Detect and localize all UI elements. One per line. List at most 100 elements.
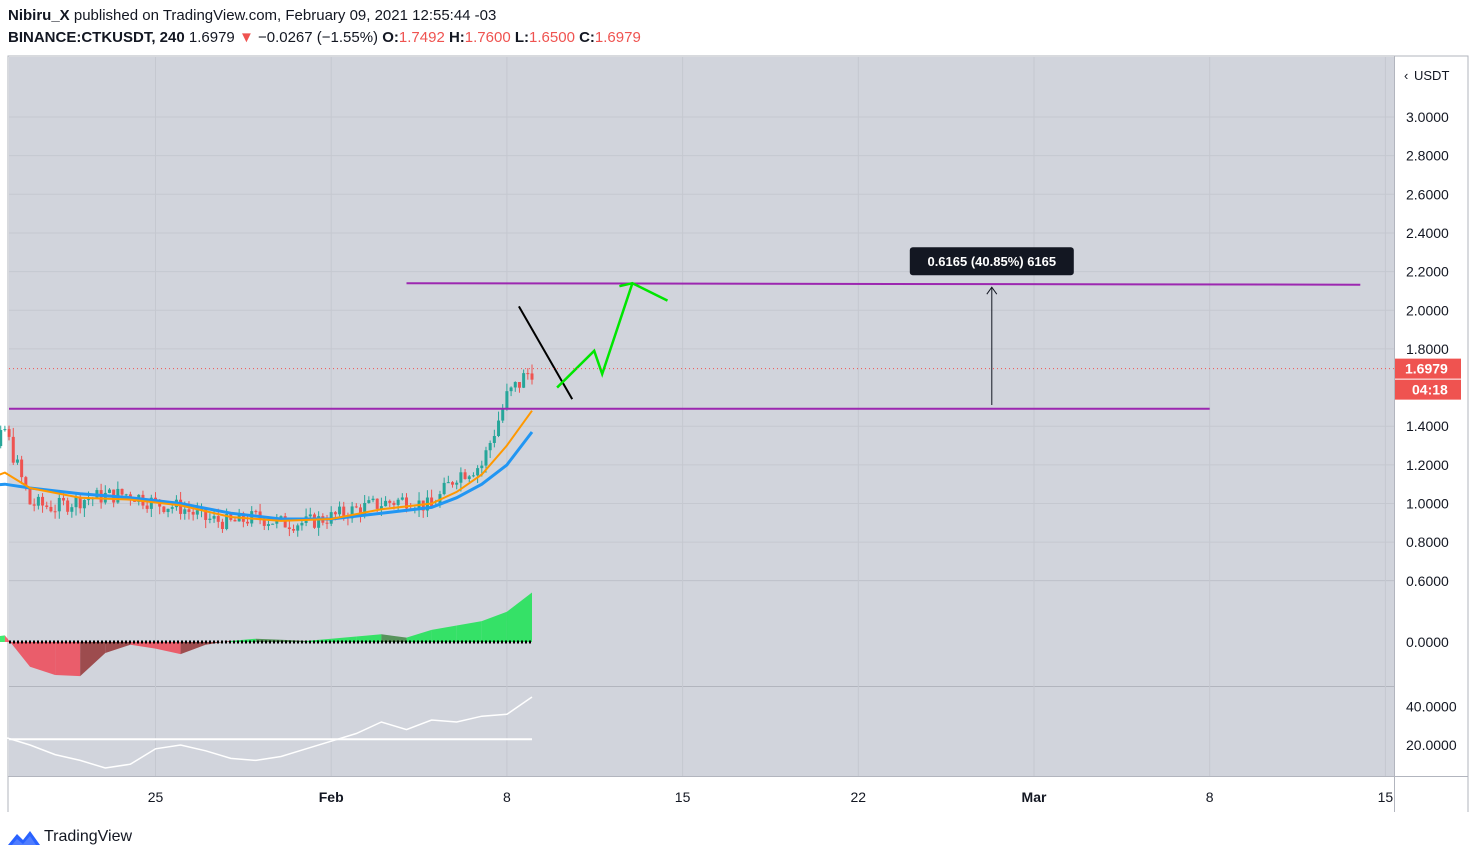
time-tick-label: 15 xyxy=(675,789,691,805)
candle-body xyxy=(191,511,195,515)
candle-body xyxy=(488,443,492,451)
candle-body xyxy=(400,497,404,500)
candle-body xyxy=(208,518,212,520)
candle-body xyxy=(183,509,187,514)
candle-body xyxy=(162,506,166,513)
osc1-area-segment xyxy=(155,642,181,655)
candle-body xyxy=(430,497,434,507)
candle-body xyxy=(396,499,400,505)
candle-body xyxy=(246,521,250,524)
candle-body xyxy=(15,459,19,463)
osc1-area-segment xyxy=(381,634,407,642)
price-tick-label: 1.2000 xyxy=(1406,457,1449,473)
osc1-area-segment xyxy=(456,621,482,642)
candle-body xyxy=(513,382,517,388)
candle-body xyxy=(45,505,49,507)
price-tick-label: 3.0000 xyxy=(1406,109,1449,125)
candle-body xyxy=(3,429,7,431)
high-label: H: xyxy=(448,29,465,46)
candle-body xyxy=(492,435,496,444)
candle-body xyxy=(179,499,183,514)
candle-body xyxy=(375,498,379,509)
change-value: −0.0267 (−1.55%) xyxy=(257,29,379,46)
time-tick-label: 8 xyxy=(503,789,511,805)
candle-body xyxy=(325,522,329,524)
osc1-area-segment xyxy=(481,611,507,642)
candle-body xyxy=(388,500,392,503)
candle-body xyxy=(266,524,270,526)
candle-body xyxy=(446,482,450,484)
candle-body xyxy=(24,477,28,489)
candle-body xyxy=(484,450,488,466)
candle-body xyxy=(82,500,86,509)
ema-slow-line xyxy=(0,431,534,521)
low-value: 1.6500 xyxy=(529,29,575,46)
high-value: 1.7600 xyxy=(464,29,511,46)
candle-body xyxy=(120,488,124,495)
candle-body xyxy=(254,511,258,513)
time-tick-label: 22 xyxy=(851,789,867,805)
candle-body xyxy=(87,499,91,501)
candle-body xyxy=(187,509,191,512)
osc1-area-segment xyxy=(356,634,382,642)
osc2-tick-label: 40.0000 xyxy=(1406,699,1457,715)
candle-body xyxy=(333,512,337,515)
chart[interactable]: 3.0000 2.8000 2.6000 2.4000 2.2000 2.0000 1.80… xyxy=(0,0,1478,812)
osc1-area-segment xyxy=(130,642,156,649)
countdown-tag-label: 04:18 xyxy=(1412,382,1448,398)
osc1-area-segment xyxy=(431,625,457,642)
candle-body xyxy=(32,504,36,506)
osc1-tick-label: 0.0000 xyxy=(1406,634,1449,650)
candle-body xyxy=(338,506,342,515)
candle-body xyxy=(308,514,312,517)
price-tick-label: 1.0000 xyxy=(1406,496,1449,512)
candle-body xyxy=(300,522,304,526)
candle-body xyxy=(292,529,296,531)
last-price-tag xyxy=(1395,358,1461,379)
tradingview-logo[interactable]: TradingView xyxy=(8,826,132,848)
candle-body xyxy=(471,475,475,477)
candle-body xyxy=(271,523,275,525)
osc1-area-segment xyxy=(0,635,5,642)
down-arrow-icon: ▼ xyxy=(238,29,254,46)
candle-body xyxy=(530,373,534,380)
candle-body xyxy=(379,506,383,509)
open-value: 1.7492 xyxy=(398,29,445,46)
candle-body xyxy=(195,510,199,515)
candle-body xyxy=(392,502,396,505)
candle-body xyxy=(463,472,467,479)
candle-body xyxy=(480,465,484,469)
candle-body xyxy=(526,373,530,375)
last-price-tag-label: 1.6979 xyxy=(1405,361,1448,377)
price-tick-label: 2.8000 xyxy=(1406,148,1449,164)
osc1-area-segment xyxy=(55,642,81,677)
candle-body xyxy=(220,521,224,530)
osc2-line xyxy=(0,696,533,769)
candle-body xyxy=(421,500,425,511)
scale-mode-icon: ‹ xyxy=(1404,68,1408,83)
time-tick-label: Feb xyxy=(319,789,344,805)
osc1-area-segment xyxy=(105,642,131,653)
price-tick-label: 0.6000 xyxy=(1406,573,1449,589)
candle-body xyxy=(371,498,375,501)
candle-body xyxy=(451,482,455,485)
candle-body xyxy=(455,482,459,485)
candle-body xyxy=(384,500,388,507)
candle-body xyxy=(250,511,254,524)
candle-body xyxy=(145,505,149,509)
candle-body xyxy=(225,514,229,530)
candle-body xyxy=(279,516,283,518)
countdown-tag xyxy=(1395,379,1461,400)
projection-arrowhead xyxy=(619,281,669,302)
candle-body xyxy=(61,497,65,501)
candle-body xyxy=(283,516,287,528)
osc1-area-segment xyxy=(4,635,31,667)
author-name[interactable]: Nibiru_X xyxy=(8,7,70,24)
symbol-name[interactable]: BINANCE:CTKUSDT, 240 xyxy=(8,29,185,46)
candle-body xyxy=(350,506,354,519)
candle-body xyxy=(78,496,82,509)
candle-body xyxy=(363,502,367,515)
candle-body xyxy=(20,459,24,478)
candle-body xyxy=(7,429,11,437)
trendline xyxy=(518,305,574,400)
